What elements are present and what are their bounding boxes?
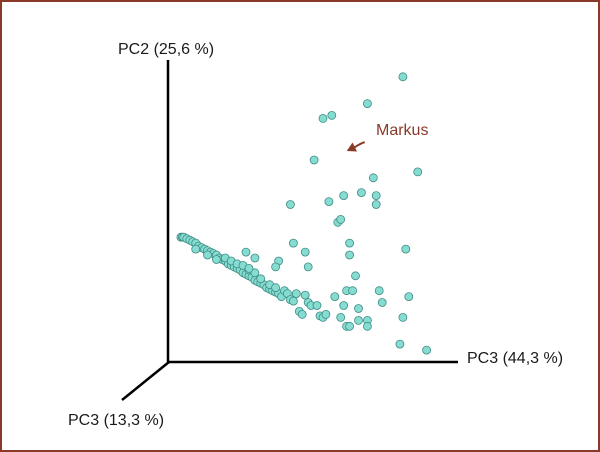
data-point: [321, 309, 331, 319]
data-point: [291, 289, 301, 299]
data-point: [250, 268, 260, 278]
data-point: [398, 72, 408, 82]
data-point: [422, 345, 432, 355]
data-point: [362, 321, 372, 331]
data-points: [176, 72, 432, 355]
data-point: [371, 191, 381, 201]
data-point: [271, 283, 281, 293]
data-point: [330, 292, 340, 302]
data-point: [300, 290, 310, 300]
data-point: [300, 247, 310, 257]
data-point: [324, 197, 334, 207]
data-point: [211, 255, 221, 264]
data-point: [288, 238, 298, 248]
data-point: [312, 301, 322, 310]
data-point: [395, 339, 405, 349]
data-point: [297, 309, 307, 319]
data-point: [244, 263, 254, 273]
data-point: [404, 292, 414, 302]
data-point: [356, 188, 366, 198]
data-point: [362, 99, 372, 108]
axes: PC2 (25,6 %) PC3 (44,3 %) PC3 (13,3 %): [68, 41, 563, 429]
y-axis-label: PC2 (25,6 %): [118, 41, 214, 58]
data-point: [336, 312, 346, 322]
z-axis-line: [121, 361, 170, 401]
data-point: [191, 244, 201, 254]
z-axis-label: PC3 (13,3 %): [68, 412, 164, 429]
data-point: [288, 296, 298, 306]
data-point: [256, 274, 266, 284]
data-point: [339, 191, 349, 201]
annotation-arrowhead: [346, 142, 358, 152]
annotation: Markus: [346, 122, 428, 152]
data-point: [345, 321, 355, 331]
data-point: [413, 167, 423, 177]
data-point: [351, 271, 360, 281]
data-point: [318, 114, 328, 123]
data-point: [377, 298, 387, 307]
data-point: [250, 253, 260, 263]
data-point: [368, 173, 378, 183]
data-point: [303, 262, 313, 272]
data-point: [241, 247, 251, 257]
data-point: [285, 200, 295, 209]
data-point: [345, 250, 355, 260]
data-point: [339, 301, 349, 310]
data-point: [354, 315, 363, 325]
data-point: [327, 111, 337, 120]
x-axis-label: PC3 (44,3 %): [467, 350, 563, 367]
data-point: [371, 200, 381, 209]
data-point: [398, 312, 408, 322]
data-point: [336, 214, 346, 224]
data-point: [203, 250, 212, 260]
data-point: [309, 155, 319, 165]
data-point: [354, 304, 363, 313]
data-point: [348, 286, 358, 296]
annotation-label: Markus: [376, 122, 428, 139]
data-point: [374, 286, 384, 296]
data-point: [345, 238, 355, 248]
data-point: [401, 244, 411, 254]
data-point: [271, 262, 281, 272]
